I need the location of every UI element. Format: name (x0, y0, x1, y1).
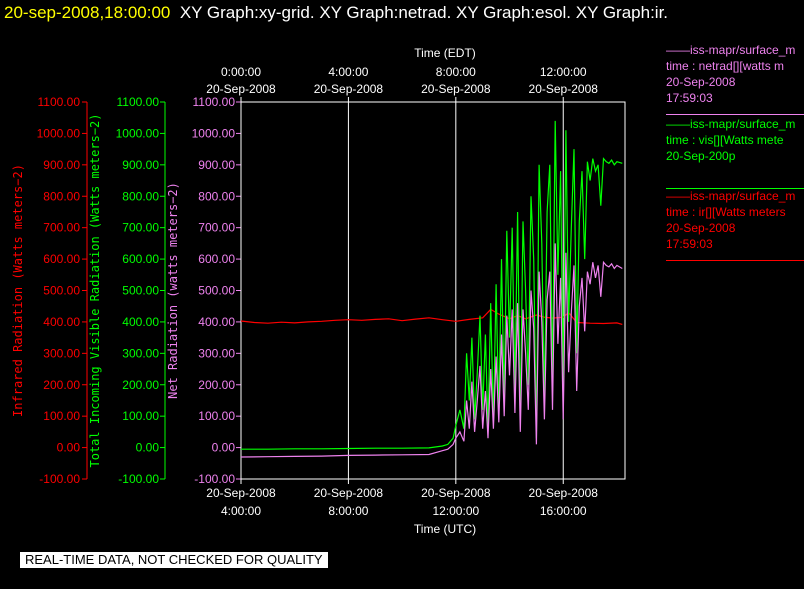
visible-y-tick-label: 0.00 (136, 441, 160, 455)
bottom-tick-date: 20-Sep-2008 (314, 486, 384, 500)
bottom-tick-time: 12:00:00 (432, 504, 479, 518)
visible-y-tick-label: 800.00 (122, 189, 159, 203)
visible-y-tick-label: 700.00 (122, 221, 159, 235)
net-y-tick-label: 100.00 (198, 409, 235, 423)
quality-warning: REAL-TIME DATA, NOT CHECKED FOR QUALITY (20, 552, 328, 568)
visible-y-tick-label: 1000.00 (116, 126, 160, 140)
net-y-tick-label: -100.00 (194, 472, 235, 486)
net-y-tick-label: 0.00 (212, 441, 236, 455)
top-axis-title: Time (EDT) (414, 46, 476, 60)
infrared-y-axis-title: Infrared Radiation (Watts meters−2) (11, 164, 25, 417)
plot-frame (240, 101, 626, 480)
infrared-y-tick-label: 600.00 (43, 252, 80, 266)
legend-line: 17:59:03 (666, 91, 713, 105)
legend-source: ——iss-mapr/surface_m (666, 189, 796, 203)
infrared-y-tick-label: 500.00 (43, 284, 80, 298)
visible-y-axis-title: Total Incoming Visible Radiation (Watts … (88, 113, 102, 467)
top-tick-time: 4:00:00 (328, 65, 368, 79)
bottom-tick-date: 20-Sep-2008 (529, 486, 599, 500)
infrared-y-tick-label: 300.00 (43, 346, 80, 360)
legend-source: ——iss-mapr/surface_m (666, 117, 796, 131)
header-title: 20-sep-2008,18:00:00 XY Graph:xy-grid. X… (4, 3, 668, 23)
net-y-tick-label: 600.00 (198, 252, 235, 266)
net-y-axis-title: Net Radiation (watts meters−2) (166, 182, 180, 399)
header-date: 20-sep-2008,18:00:00 (4, 3, 171, 22)
top-tick-time: 0:00:00 (221, 65, 261, 79)
bottom-tick-time: 4:00:00 (221, 504, 261, 518)
x-axes-group: Time (EDT) 0:00:00 20-Sep-2008 4:00:00 20-Se… (206, 46, 598, 536)
legend-source: ——iss-mapr/surface_m (666, 43, 796, 57)
legend-line: 17:59:03 (666, 237, 713, 251)
net-y-tick-label: 200.00 (198, 378, 235, 392)
top-tick-date: 20-Sep-2008 (206, 82, 276, 96)
legend-separator (666, 114, 804, 115)
legend-line: time : ir[][Watts meters (666, 205, 786, 219)
visible-y-tick-label: 1100.00 (117, 95, 160, 109)
visible-y-tick-label: 900.00 (122, 158, 159, 172)
top-tick-time: 8:00:00 (436, 65, 476, 79)
infrared-y-tick-label: 800.00 (43, 189, 80, 203)
legend-line: time : vis[][Watts mete (666, 133, 784, 147)
bottom-tick-date: 20-Sep-2008 (206, 486, 276, 500)
top-tick-time: 12:00:00 (540, 65, 587, 79)
legend-line: 20-Sep-2008 (666, 221, 736, 235)
series-visible-line (241, 120, 623, 450)
net-y-tick-label: 800.00 (198, 189, 235, 203)
legend-line: 20-Sep-200p (666, 149, 736, 163)
legend-line: 20-Sep-2008 (666, 75, 736, 89)
net-y-tick-label: 300.00 (198, 346, 235, 360)
infrared-y-tick-label: 100.00 (43, 409, 80, 423)
legend-line (666, 164, 804, 180)
net-y-tick-label: 400.00 (198, 315, 235, 329)
legend-line: time : netrad[][watts m (666, 59, 785, 73)
infrared-y-tick-label: 900.00 (43, 158, 80, 172)
net-y-tick-label: 1000.00 (192, 126, 236, 140)
infrared-y-tick-label: 1100.00 (38, 95, 81, 109)
visible-y-tick-label: -100.00 (118, 472, 159, 486)
plot-area (240, 101, 626, 480)
top-tick-date: 20-Sep-2008 (314, 82, 384, 96)
visible-y-tick-label: 300.00 (122, 346, 159, 360)
bottom-tick-time: 8:00:00 (328, 504, 368, 518)
visible-y-tick-label: 100.00 (122, 409, 159, 423)
net-y-tick-label: 700.00 (198, 221, 235, 235)
infrared-y-tick-label: 0.00 (57, 441, 81, 455)
legend-separator (666, 188, 804, 189)
visible-y-tick-label: 500.00 (122, 284, 159, 298)
infrared-y-tick-label: 200.00 (43, 378, 80, 392)
infrared-y-tick-label: -100.00 (39, 472, 80, 486)
net-y-tick-label: 900.00 (198, 158, 235, 172)
series-infrared-line (240, 308, 623, 325)
visible-y-tick-label: 400.00 (122, 315, 159, 329)
header-graph-list: XY Graph:xy-grid. XY Graph:netrad. XY Gr… (179, 3, 669, 22)
visible-y-tick-label: 600.00 (122, 252, 159, 266)
infrared-y-tick-label: 400.00 (43, 315, 80, 329)
bottom-axis-title: Time (UTC) (414, 522, 476, 536)
top-tick-date: 20-Sep-2008 (421, 82, 491, 96)
net-y-tick-label: 500.00 (198, 284, 235, 298)
series-net-line (240, 243, 623, 458)
infrared-y-tick-label: 700.00 (43, 221, 80, 235)
infrared-y-tick-label: 1000.00 (37, 126, 81, 140)
visible-y-tick-label: 200.00 (122, 378, 159, 392)
net-y-tick-label: 1100.00 (193, 95, 236, 109)
bottom-tick-time: 16:00:00 (540, 504, 587, 518)
legend-separator (666, 260, 804, 261)
top-tick-date: 20-Sep-2008 (529, 82, 599, 96)
bottom-tick-date: 20-Sep-2008 (421, 486, 491, 500)
y-axes-group: 1100.00 1000.00 900.00 800.00 700.00 600.00 50… (11, 95, 241, 486)
